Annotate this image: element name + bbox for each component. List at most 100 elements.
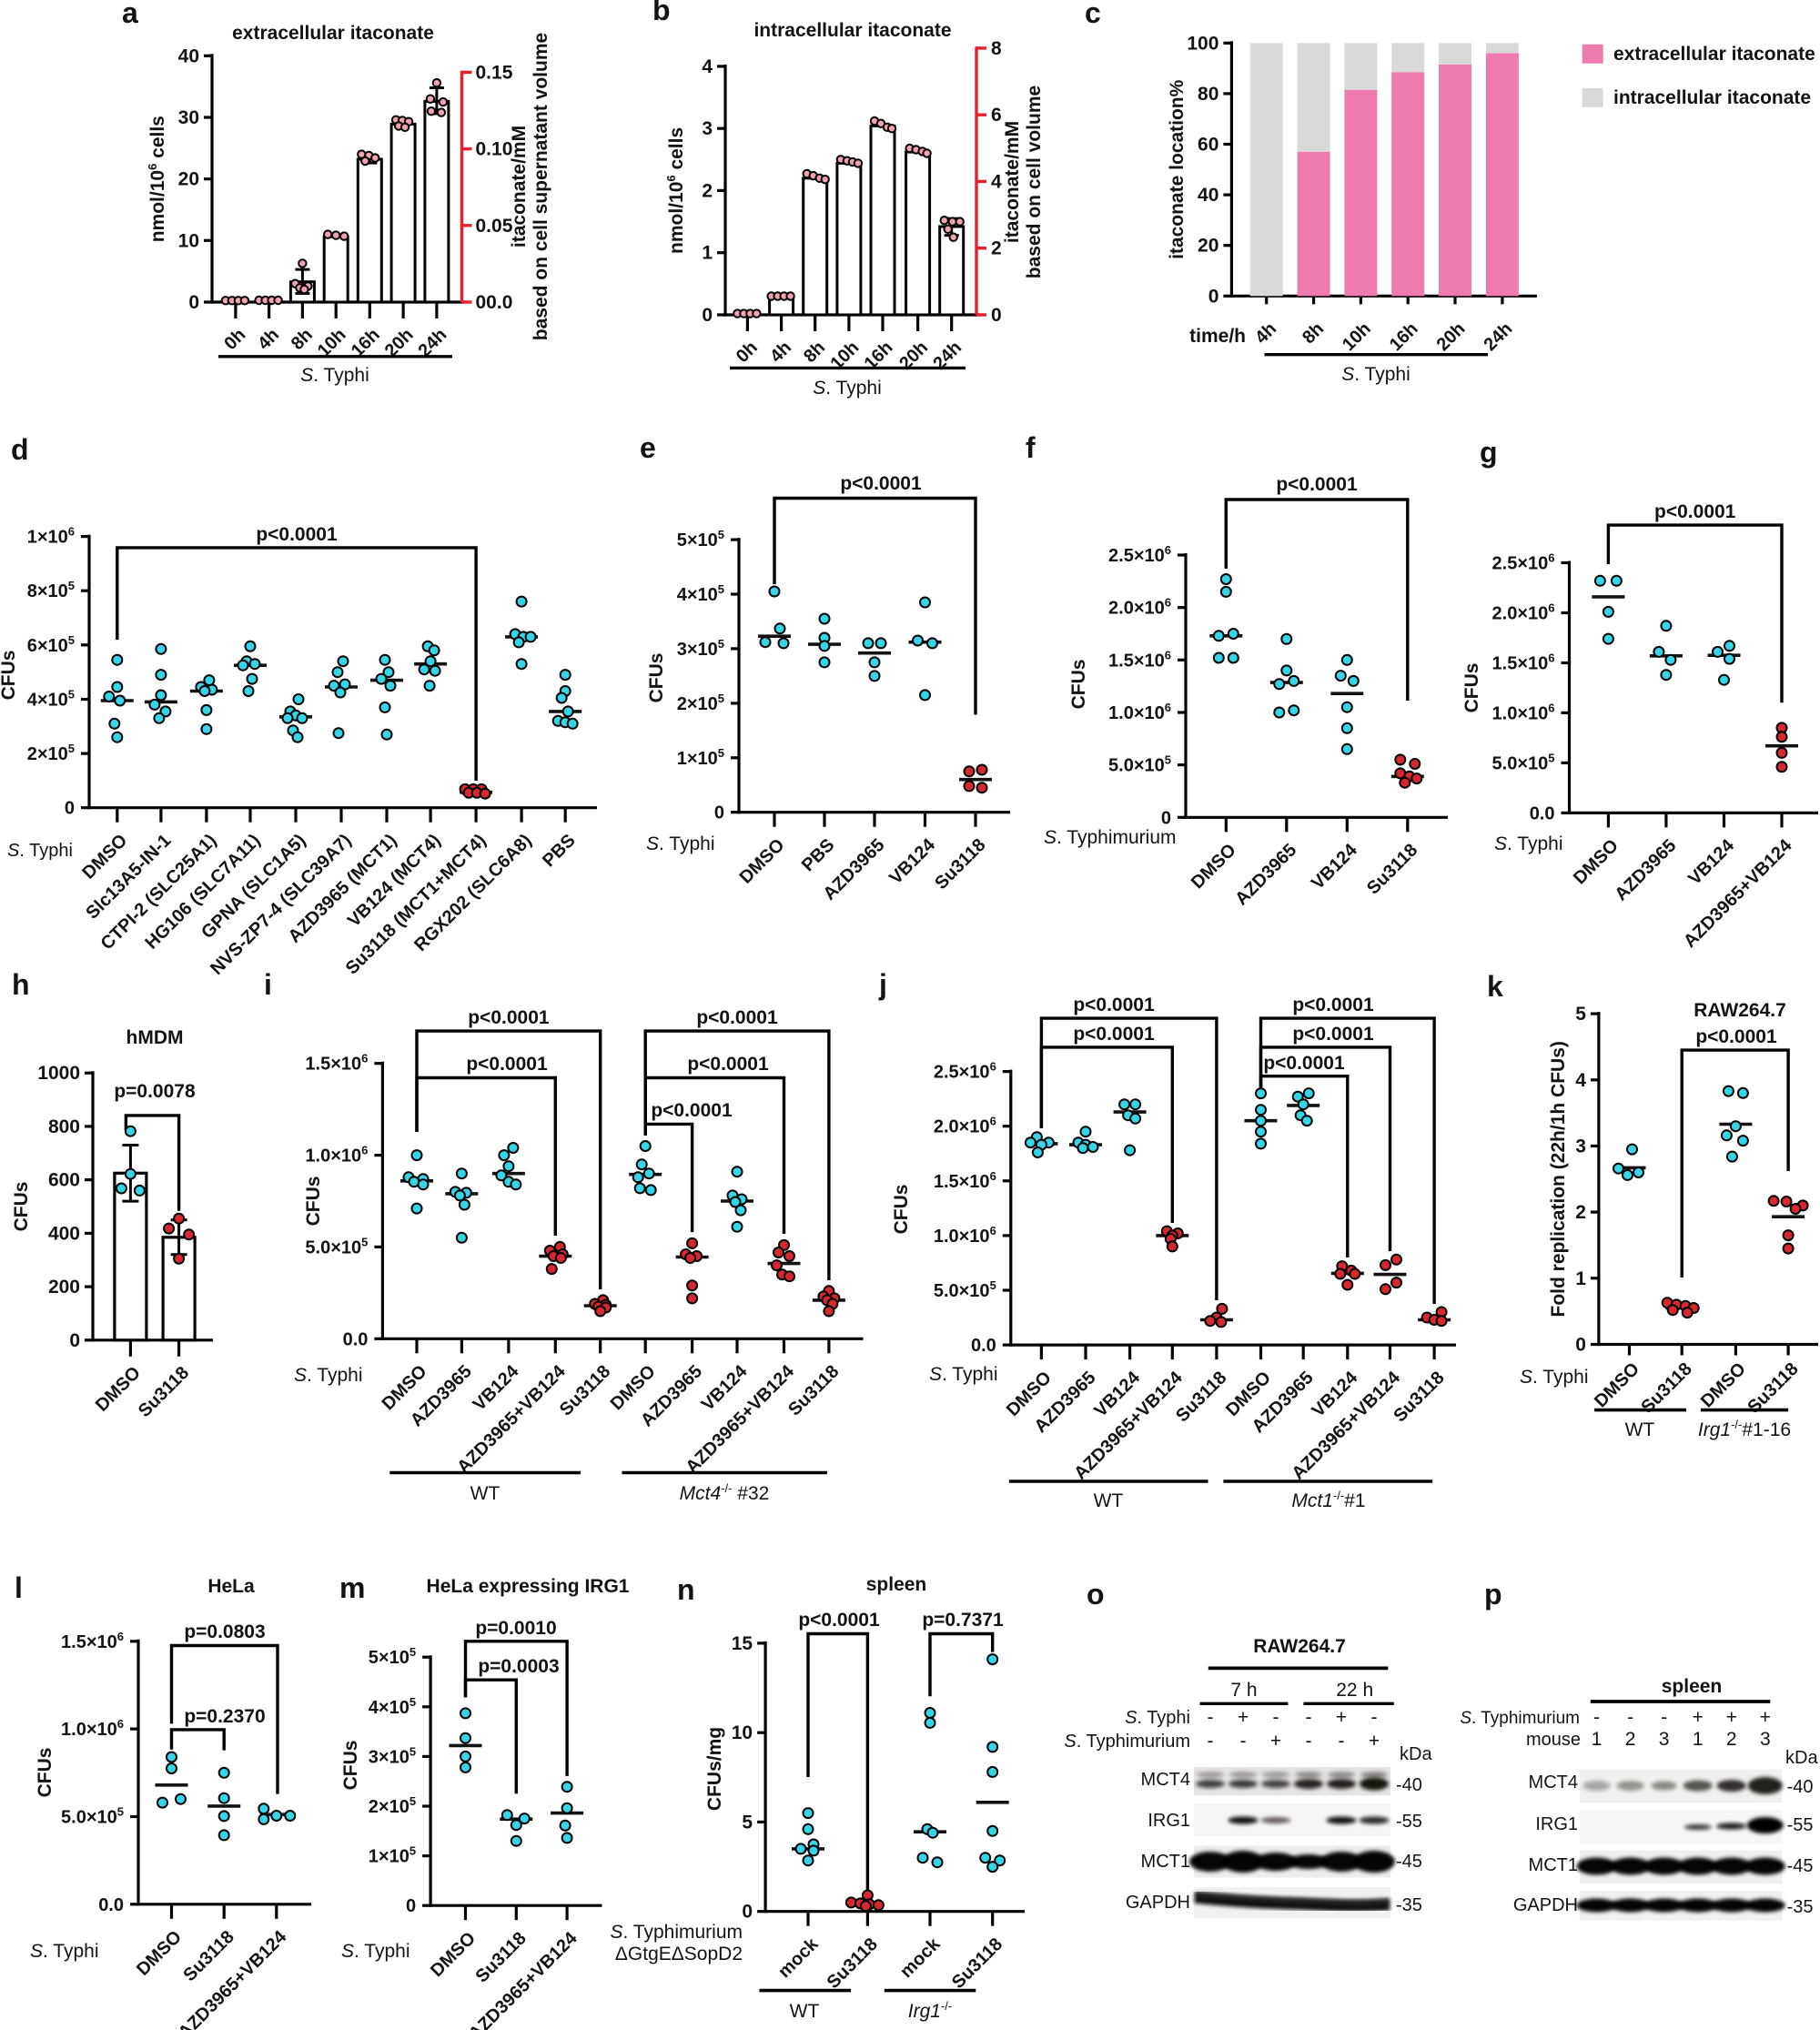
svg-text:WT: WT (1094, 1490, 1124, 1511)
svg-text:p<0.0001: p<0.0001 (651, 1100, 733, 1121)
svg-text:5×105: 5×105 (369, 1645, 416, 1668)
svg-text:j: j (878, 968, 887, 1001)
svg-text:kDa: kDa (1400, 1744, 1432, 1764)
svg-text:5.0×105: 5.0×105 (305, 1235, 368, 1257)
svg-text:400: 400 (48, 1223, 80, 1244)
svg-text:0: 0 (702, 305, 713, 326)
svg-text:p=0.0010: p=0.0010 (475, 1618, 556, 1639)
svg-text:CFUs: CFUs (303, 1177, 324, 1227)
svg-text:RAW264.7: RAW264.7 (1253, 1636, 1346, 1657)
svg-text:1: 1 (1693, 1729, 1704, 1750)
svg-text:p<0.0001: p<0.0001 (1073, 1024, 1155, 1045)
svg-text:e: e (640, 431, 656, 464)
svg-text:+: + (1369, 1731, 1380, 1752)
svg-text:Irg1-/-: Irg1-/- (908, 1999, 952, 2022)
svg-text:IRG1: IRG1 (1148, 1811, 1190, 1831)
svg-text:20: 20 (1198, 236, 1218, 257)
svg-text:f: f (1026, 431, 1036, 464)
svg-text:hMDM: hMDM (126, 1027, 184, 1048)
svg-text:spleen: spleen (866, 1574, 927, 1595)
svg-text:p<0.0001: p<0.0001 (1292, 1024, 1374, 1045)
svg-text:intracellular itaconate: intracellular itaconate (1613, 87, 1811, 108)
svg-text:+: + (1270, 1731, 1281, 1752)
svg-text:MCT1: MCT1 (1529, 1855, 1578, 1875)
svg-text:1.5×106: 1.5×106 (61, 1630, 124, 1652)
svg-text:2: 2 (702, 180, 713, 201)
svg-text:7 h: 7 h (1230, 1680, 1257, 1701)
svg-text:b: b (652, 0, 671, 26)
svg-text:p=0.0003: p=0.0003 (478, 1656, 559, 1677)
svg-text:2.0×106: 2.0×106 (1108, 596, 1171, 619)
svg-text:8×105: 8×105 (27, 579, 75, 601)
svg-text:p<0.0001: p<0.0001 (840, 473, 922, 494)
svg-text:intracellular itaconate: intracellular itaconate (753, 20, 951, 41)
svg-text:0: 0 (1208, 286, 1219, 307)
svg-text:S. Typhi: S. Typhi (646, 833, 715, 854)
svg-text:3×105: 3×105 (677, 637, 724, 660)
svg-text:extracellular itaconate: extracellular itaconate (232, 23, 434, 44)
svg-text:0: 0 (406, 1896, 416, 1916)
svg-text:1.0×106: 1.0×106 (1492, 701, 1555, 723)
svg-text:CFUs/mg: CFUs/mg (704, 1727, 725, 1811)
svg-text:0: 0 (65, 799, 75, 819)
svg-text:S. Typhi: S. Typhi (300, 365, 369, 386)
svg-text:WT: WT (790, 2001, 820, 2022)
svg-text:800: 800 (48, 1116, 80, 1137)
svg-text:CFUs: CFUs (1461, 663, 1482, 713)
svg-text:0.0: 0.0 (343, 1329, 369, 1349)
svg-text:p<0.0001: p<0.0001 (468, 1007, 550, 1028)
svg-text:ΔGtgEΔSopD2: ΔGtgEΔSopD2 (615, 1944, 743, 1964)
svg-text:1.5×106: 1.5×106 (934, 1169, 996, 1192)
svg-text:60: 60 (1198, 135, 1218, 156)
svg-text:MCT1: MCT1 (1141, 1852, 1190, 1872)
svg-text:IRG1: IRG1 (1535, 1814, 1578, 1834)
svg-text:-: - (1371, 1707, 1378, 1728)
svg-text:p<0.0001: p<0.0001 (1276, 474, 1358, 495)
svg-text:-: - (1208, 1707, 1214, 1728)
svg-text:0: 0 (69, 1330, 80, 1351)
svg-text:4: 4 (1575, 1070, 1586, 1091)
svg-text:100: 100 (1187, 33, 1218, 54)
svg-text:o: o (1087, 1578, 1105, 1611)
svg-text:p=0.0803: p=0.0803 (184, 1621, 265, 1642)
svg-text:-55: -55 (1396, 1812, 1422, 1832)
svg-text:2.5×106: 2.5×106 (934, 1060, 996, 1083)
svg-text:Mct1-/-#1: Mct1-/-#1 (1291, 1489, 1365, 1511)
svg-text:d: d (11, 433, 29, 466)
svg-text:3×105: 3×105 (369, 1744, 416, 1767)
svg-text:p<0.0001: p<0.0001 (1654, 501, 1736, 522)
svg-text:based on cell volume: based on cell volume (1024, 86, 1045, 278)
svg-text:S. Typhi: S. Typhi (929, 1364, 998, 1385)
svg-text:S. Typhi: S. Typhi (1494, 833, 1563, 854)
svg-text:S. Typhi: S. Typhi (813, 378, 882, 399)
svg-text:1: 1 (1592, 1729, 1603, 1750)
svg-text:5: 5 (1575, 1004, 1586, 1025)
svg-text:20: 20 (178, 169, 199, 190)
svg-text:RAW264.7: RAW264.7 (1694, 1000, 1786, 1021)
svg-text:-: - (1339, 1731, 1345, 1752)
svg-text:Mct4-/- #32: Mct4-/- #32 (680, 1481, 770, 1504)
svg-text:4×105: 4×105 (27, 688, 75, 711)
svg-text:0: 0 (1161, 808, 1171, 828)
svg-text:+: + (1238, 1707, 1249, 1728)
svg-text:-: - (1627, 1707, 1633, 1728)
svg-text:WT: WT (470, 1483, 500, 1504)
svg-text:4: 4 (702, 56, 713, 77)
svg-text:2.5×106: 2.5×106 (1492, 551, 1555, 574)
svg-text:S. Typhimurium: S. Typhimurium (1460, 1709, 1580, 1728)
svg-text:HeLa expressing IRG1: HeLa expressing IRG1 (427, 1576, 630, 1597)
svg-text:1.0×106: 1.0×106 (61, 1717, 124, 1740)
svg-text:2.0×106: 2.0×106 (1492, 601, 1555, 624)
svg-text:4: 4 (991, 171, 1002, 192)
svg-text:3: 3 (1575, 1136, 1586, 1157)
svg-text:2: 2 (991, 238, 1002, 259)
svg-text:spleen: spleen (1662, 1676, 1723, 1697)
svg-text:k: k (1487, 970, 1503, 1003)
svg-text:itaconate/mM: itaconate/mM (1002, 121, 1023, 243)
svg-text:-40: -40 (1787, 1777, 1814, 1797)
svg-text:S. Typhi: S. Typhi (1341, 364, 1410, 385)
svg-text:CFUs: CFUs (11, 1182, 32, 1232)
svg-text:itaconate/mM: itaconate/mM (509, 126, 530, 247)
svg-text:5.0×105: 5.0×105 (1492, 751, 1555, 773)
svg-text:5.0×105: 5.0×105 (61, 1805, 124, 1828)
